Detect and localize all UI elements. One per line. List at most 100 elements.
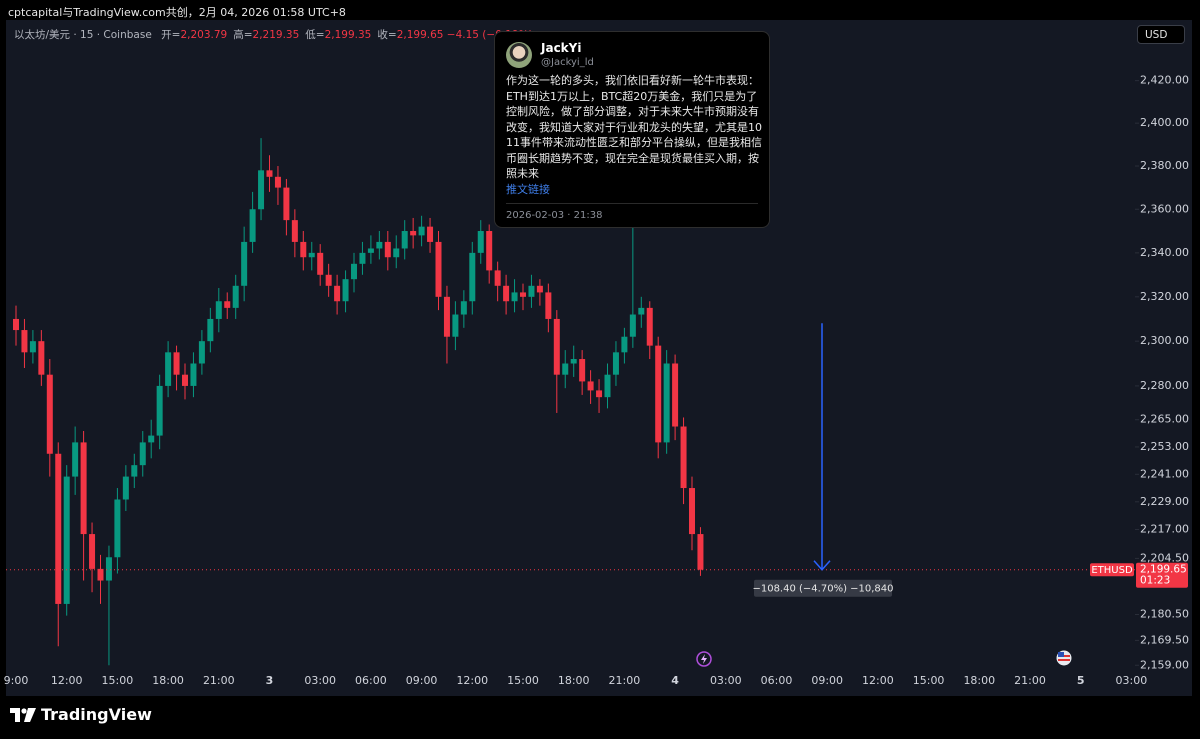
candle-body <box>274 176 281 188</box>
y-tick-label: 2,241.00 <box>1140 467 1189 480</box>
candle-body <box>469 252 476 302</box>
price-tag <box>1136 562 1188 588</box>
candle-body <box>38 341 45 375</box>
candle-body <box>29 341 36 353</box>
candle-body <box>384 241 391 258</box>
event-flag[interactable] <box>1056 650 1072 666</box>
candle-body <box>655 345 662 443</box>
y-tick-label: 2,217.00 <box>1140 522 1189 535</box>
candle-body <box>173 352 180 375</box>
measure-arrowhead <box>813 560 831 571</box>
y-tick-label: 2,320.00 <box>1140 290 1189 303</box>
candle-body <box>182 374 188 386</box>
y-tick-label: 2,280.00 <box>1140 379 1189 392</box>
legend-value: 2,203.79 <box>180 29 228 41</box>
candle-body <box>241 241 248 286</box>
y-tick-label: 2,420.00 <box>1140 74 1189 87</box>
candle-body <box>156 385 163 436</box>
candle-body <box>359 252 366 264</box>
candle-body <box>139 442 146 466</box>
y-tick-label: 2,380.00 <box>1140 159 1189 172</box>
candle-body <box>325 274 332 286</box>
x-tick-label: 15:00 <box>507 674 539 687</box>
candle-body <box>114 499 121 558</box>
candle-body <box>105 557 112 581</box>
ohlc-legend: 以太坊/美元 · 15 · Coinbase 开=2,203.79 高=2,219… <box>14 27 533 42</box>
x-tick-label: 15:00 <box>913 674 945 687</box>
candle-body <box>165 352 172 386</box>
candle-body <box>55 453 62 604</box>
tweet-text: 作为这一轮的多头，我们依旧看好新一轮牛市表现：ETH到达1万以上，BTC超20万… <box>506 74 762 180</box>
x-tick-label: 21:00 <box>203 674 235 687</box>
candle-body <box>435 241 442 297</box>
candle-body <box>570 359 577 364</box>
candle-body <box>596 390 603 398</box>
chart: −108.40 (−4.70%) −10,840 2,420.00 2,400.0… <box>4 20 1192 696</box>
currency-button[interactable]: USD <box>1137 25 1185 44</box>
candle-body <box>224 301 231 308</box>
legend-key: 开= <box>161 29 181 41</box>
candle-body <box>89 534 96 569</box>
measure-label: −108.40 (−4.70%) −10,840 <box>752 584 893 595</box>
y-tick-label: 2,340.00 <box>1140 246 1189 259</box>
symbol-tag <box>1090 563 1134 577</box>
x-tick-label: 3 <box>266 674 274 687</box>
candle-body <box>367 248 374 253</box>
candle-body <box>46 374 53 454</box>
candle-body <box>122 476 129 500</box>
candle-body <box>629 314 636 337</box>
x-tick-label: 4 <box>671 674 679 687</box>
avatar <box>506 42 532 68</box>
candle-body <box>587 381 594 391</box>
x-tick-label: 06:00 <box>761 674 793 687</box>
candle-body <box>477 231 484 253</box>
candle-body <box>72 442 79 477</box>
y-tick-label: 2,229.00 <box>1140 495 1189 508</box>
x-tick-label: 15:00 <box>102 674 134 687</box>
candle-body <box>663 363 670 443</box>
event-icon[interactable] <box>696 651 712 667</box>
candle-body <box>638 307 645 315</box>
candle-body <box>401 231 408 249</box>
candle-body <box>21 330 28 353</box>
x-tick-label: 9:00 <box>4 674 29 687</box>
candle-body <box>443 296 450 337</box>
y-tick-label: 2,265.00 <box>1140 413 1189 426</box>
candle-body <box>148 435 155 443</box>
candle-body <box>460 301 467 315</box>
candle-body <box>393 248 400 258</box>
candle-body <box>528 285 535 297</box>
x-tick-label: 5 <box>1077 674 1085 687</box>
candle-body <box>562 363 569 375</box>
candle-body <box>486 231 493 271</box>
candle-body <box>232 285 239 308</box>
x-tick-label: 18:00 <box>963 674 995 687</box>
x-tick-label: 18:00 <box>152 674 184 687</box>
tweet-handle: @Jackyi_ld <box>541 57 594 68</box>
y-tick-label: 2,360.00 <box>1140 202 1189 215</box>
candle-body <box>427 226 434 242</box>
legend-value: 2,219.35 <box>252 29 300 41</box>
y-tick-label: 2,204.50 <box>1140 551 1189 564</box>
footer-brand: TradingView <box>10 705 152 724</box>
candle-body <box>503 285 510 302</box>
candle-body <box>621 336 628 353</box>
candle-body <box>672 363 679 427</box>
tweet-link[interactable]: 推文链接 <box>506 183 550 196</box>
candle-body <box>63 476 70 604</box>
candle-body <box>452 314 459 337</box>
x-tick-label: 18:00 <box>558 674 590 687</box>
candle-body <box>376 241 383 249</box>
candle-body <box>511 292 518 302</box>
candle-body <box>494 270 501 286</box>
x-tick-label: 21:00 <box>1014 674 1046 687</box>
x-tick-label: 12:00 <box>456 674 488 687</box>
candle-body <box>80 442 87 535</box>
brand-text: TradingView <box>41 705 152 724</box>
tweet-card: JackYi @Jackyi_ld 作为这一轮的多头，我们依旧看好新一轮牛市表现… <box>494 31 770 228</box>
candle-body <box>198 341 205 364</box>
legend-value: 2,199.65 <box>396 29 444 41</box>
axes: 2,420.00 2,400.00 2,380.00 2,360.00 2,340.00… <box>4 74 1189 687</box>
brand-logo <box>10 707 36 722</box>
countdown: 01:23 <box>1140 575 1170 587</box>
